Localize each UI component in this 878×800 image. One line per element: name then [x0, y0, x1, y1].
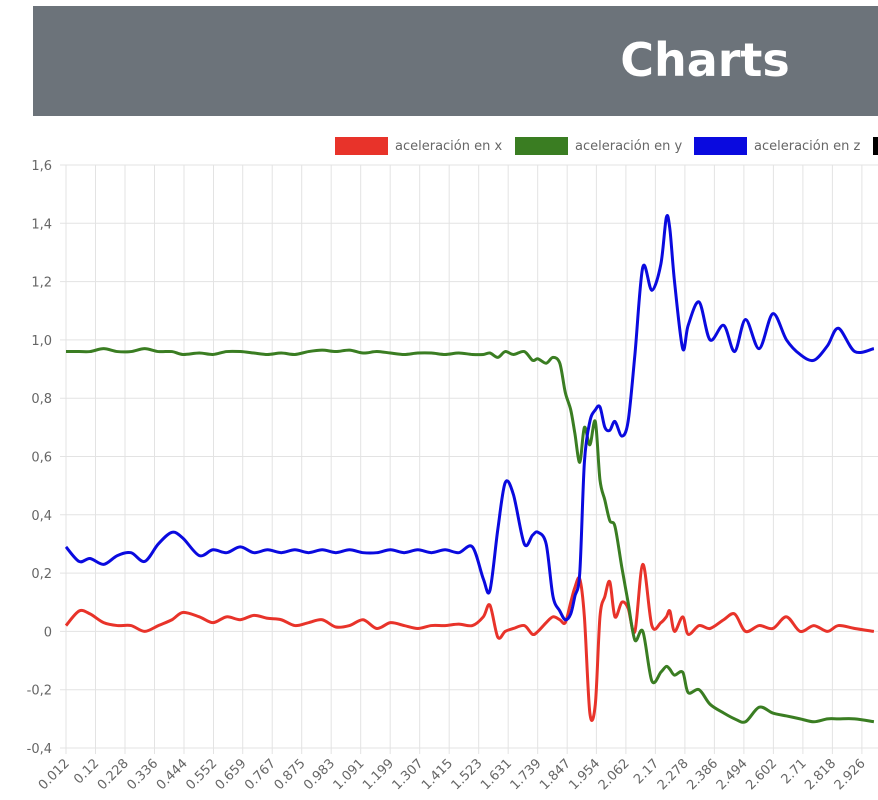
x-tick-label: 0.444 [154, 756, 191, 793]
y-tick-label: 0,2 [31, 567, 52, 582]
y-tick-label: 1,6 [31, 159, 52, 174]
legend-swatch [515, 137, 568, 155]
y-tick-label: 1,4 [31, 217, 52, 232]
x-tick-label: 0.336 [124, 756, 161, 793]
data-line [65, 347, 875, 724]
y-tick-label: 0,8 [31, 392, 52, 407]
x-tick-label: 1.631 [478, 756, 515, 793]
y-tick-label: 1,0 [31, 334, 52, 349]
y-tick-label: -0,2 [27, 684, 52, 699]
x-tick-label: 2.386 [684, 756, 721, 793]
x-tick-label: 2.602 [743, 756, 780, 793]
y-tick-label: 0,4 [31, 509, 52, 524]
x-tick-label: 1.415 [419, 756, 456, 793]
legend-label: aceleración en y [575, 139, 682, 154]
data-line [64, 562, 875, 722]
x-tick-label: 0.552 [183, 756, 220, 793]
legend-swatch-cut [873, 137, 878, 155]
x-tick-label: 2.494 [714, 756, 751, 793]
x-tick-label: 0.983 [301, 756, 338, 793]
x-tick-label: 1.307 [390, 756, 427, 793]
x-tick-label: 1.199 [360, 756, 397, 793]
legend-label: aceleración en z [754, 139, 860, 154]
x-tick-label: 1.739 [508, 756, 545, 793]
x-tick-label: 2.278 [655, 756, 692, 793]
y-tick-label: 1,2 [31, 276, 52, 291]
header-title: Charts [620, 33, 790, 87]
x-tick-label: 0.767 [242, 756, 279, 793]
x-tick-label: 1.954 [566, 756, 603, 793]
x-tick-label: 0.659 [213, 756, 250, 793]
legend-swatch [694, 137, 747, 155]
y-tick-label: 0,6 [31, 451, 52, 466]
x-tick-label: 1.847 [537, 756, 574, 793]
x-tick-label: 0.012 [36, 756, 73, 793]
y-tick-label: 0 [44, 625, 52, 640]
header-bar [33, 6, 878, 116]
x-tick-label: 2.818 [802, 756, 839, 793]
x-tick-label: 1.523 [449, 756, 486, 793]
x-tick-label: 0.875 [272, 756, 309, 793]
y-tick-label: -0,4 [27, 742, 52, 757]
x-tick-label: 0.228 [95, 756, 132, 793]
x-tick-label: 2.926 [832, 756, 869, 793]
legend-label: aceleración en x [395, 139, 502, 154]
x-tick-label: 2.062 [596, 756, 633, 793]
legend-swatch [335, 137, 388, 155]
data-line [64, 213, 875, 622]
x-tick-label: 1.091 [331, 756, 368, 793]
